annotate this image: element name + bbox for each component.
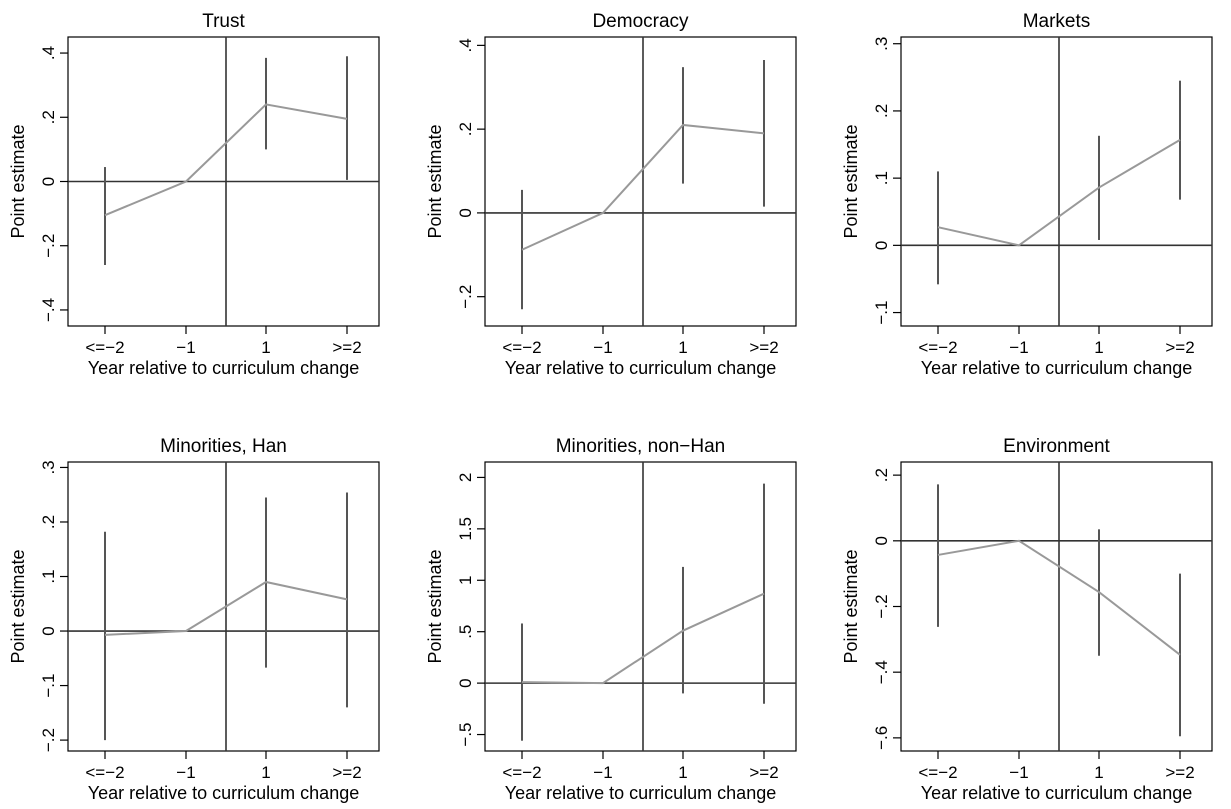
- y-tick-label: .2: [456, 122, 475, 136]
- x-axis-label: Year relative to curriculum change: [88, 358, 359, 378]
- y-tick-label: 0: [39, 626, 58, 635]
- panel-4: Minorities, Han −.2 −.1 0 .1 .2 .3 <=−2 −1 1 >=2Ye…: [8, 436, 380, 803]
- y-tick-label: −.2: [872, 594, 891, 618]
- y-tick-label: −.2: [39, 234, 58, 258]
- y-tick-label: 0: [39, 177, 58, 186]
- x-tick-label: −1: [176, 338, 195, 357]
- y-axis-label: Point estimate: [841, 549, 861, 663]
- x-axis-label: Year relative to curriculum change: [505, 358, 776, 378]
- x-tick-label: >=2: [332, 338, 361, 357]
- y-tick-label: 0: [456, 678, 475, 687]
- y-tick-label: 0: [456, 208, 475, 217]
- y-tick-label: .1: [39, 569, 58, 583]
- y-axis-label: Point estimate: [425, 549, 445, 663]
- estimate-line: [104, 103, 348, 217]
- panel-title: Minorities, non−Han: [556, 436, 726, 457]
- y-axis-label: Point estimate: [841, 124, 861, 238]
- x-tick-label: <=−2: [502, 763, 541, 782]
- x-axis-label: Year relative to curriculum change: [921, 358, 1192, 378]
- y-tick-label: .4: [39, 46, 58, 60]
- x-tick-label: 1: [1094, 763, 1103, 782]
- y-tick-label: 0: [872, 241, 891, 250]
- y-tick-label: .1: [872, 171, 891, 185]
- y-tick-label: −.4: [872, 660, 891, 684]
- y-tick-label: −.4: [39, 298, 58, 322]
- panel-title: Environment: [1003, 436, 1110, 457]
- panel-title: Minorities, Han: [160, 436, 287, 457]
- x-tick-label: −1: [593, 763, 612, 782]
- plot-frame: [67, 461, 380, 752]
- x-axis-label: Year relative to curriculum change: [921, 783, 1192, 803]
- x-tick-label: <=−2: [502, 338, 541, 357]
- x-tick-label: <=−2: [918, 338, 957, 357]
- x-tick-label: <=−2: [85, 338, 124, 357]
- x-tick-label: 1: [678, 338, 687, 357]
- y-tick-label: .2: [39, 515, 58, 529]
- panel-5: Minorities, non−Han −.5 0 .5 1 1.5 2 <=−2 −1 1 >=2…: [425, 436, 797, 803]
- y-tick-label: .2: [872, 468, 891, 482]
- y-tick-label: .4: [456, 38, 475, 52]
- plot-frame: [900, 36, 1213, 327]
- estimate-line: [104, 580, 348, 636]
- x-tick-label: <=−2: [918, 763, 957, 782]
- y-tick-label: .5: [456, 625, 475, 639]
- x-tick-label: −1: [1009, 338, 1028, 357]
- x-tick-label: 1: [261, 338, 270, 357]
- y-axis-label: Point estimate: [8, 549, 28, 663]
- y-tick-label: .2: [39, 110, 58, 124]
- x-tick-label: 1: [1094, 338, 1103, 357]
- y-tick-label: 2: [456, 473, 475, 482]
- y-axis-label: Point estimate: [8, 124, 28, 238]
- y-tick-label: −.6: [872, 726, 891, 750]
- x-tick-label: >=2: [749, 763, 778, 782]
- y-tick-label: −.2: [39, 728, 58, 752]
- x-tick-label: >=2: [1165, 338, 1194, 357]
- y-tick-label: −.1: [39, 674, 58, 698]
- y-tick-label: .3: [872, 37, 891, 51]
- x-tick-label: >=2: [1165, 763, 1194, 782]
- y-tick-label: −.1: [872, 301, 891, 325]
- y-tick-label: 0: [872, 536, 891, 545]
- x-tick-label: <=−2: [85, 763, 124, 782]
- plot-frame: [900, 461, 1213, 752]
- estimate-line: [937, 138, 1181, 247]
- x-tick-label: 1: [678, 763, 687, 782]
- plot-frame: [484, 461, 797, 752]
- panel-title: Markets: [1023, 11, 1091, 32]
- x-axis-label: Year relative to curriculum change: [505, 783, 776, 803]
- estimate-line: [521, 592, 765, 685]
- plot-frame: [484, 36, 797, 327]
- x-tick-label: −1: [176, 763, 195, 782]
- y-axis-label: Point estimate: [425, 124, 445, 238]
- y-tick-label: .2: [872, 104, 891, 118]
- y-tick-label: −.5: [456, 722, 475, 746]
- x-tick-label: >=2: [749, 338, 778, 357]
- y-tick-label: 1.5: [456, 517, 475, 541]
- y-tick-label: .3: [39, 460, 58, 474]
- y-tick-label: −.2: [456, 285, 475, 309]
- x-tick-label: −1: [593, 338, 612, 357]
- y-tick-label: 1: [456, 576, 475, 585]
- x-axis-label: Year relative to curriculum change: [88, 783, 359, 803]
- panel-title: Trust: [202, 11, 245, 32]
- estimate-line: [521, 123, 765, 251]
- x-tick-label: 1: [261, 763, 270, 782]
- x-tick-label: −1: [1009, 763, 1028, 782]
- x-tick-label: >=2: [332, 763, 361, 782]
- estimate-line: [937, 539, 1181, 656]
- panel-title: Democracy: [592, 11, 689, 32]
